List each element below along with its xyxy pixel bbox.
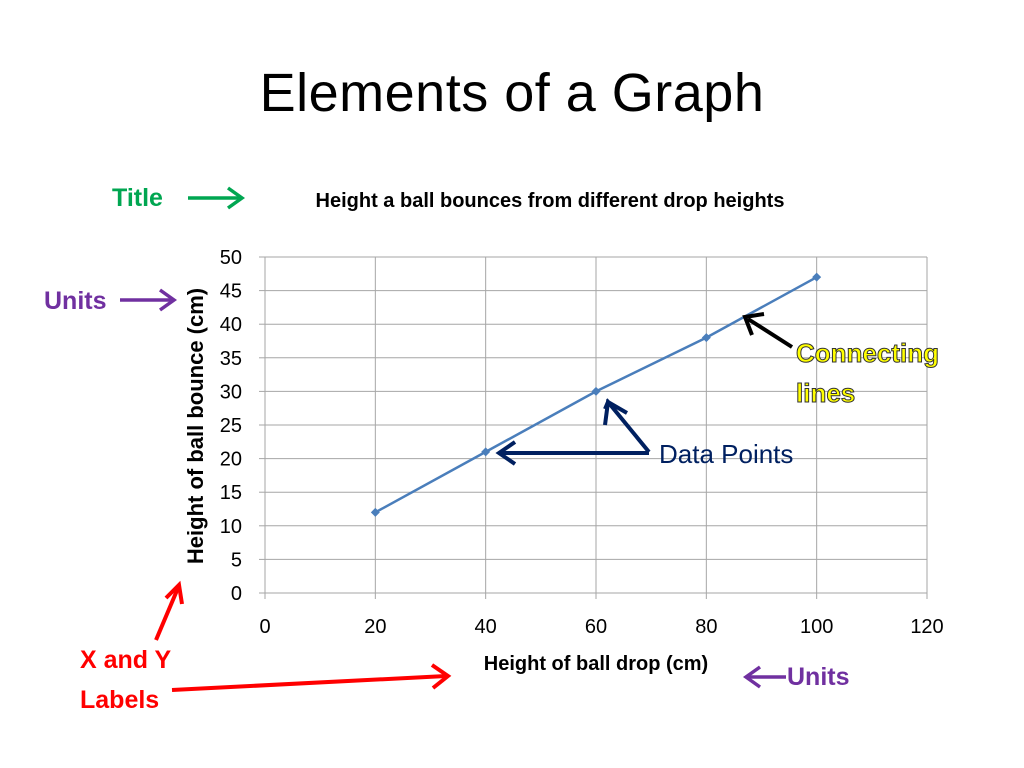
data-point xyxy=(591,386,601,396)
data-point xyxy=(481,447,491,457)
xy-labels-arrow-right-icon xyxy=(171,663,452,692)
title-arrow-icon xyxy=(188,186,246,210)
y-tick-label: 25 xyxy=(220,415,242,437)
y-tick-label: 45 xyxy=(220,281,242,303)
connecting-lines-annotation-line1: Connecting xyxy=(796,338,939,368)
chart-grid xyxy=(259,256,928,599)
connecting-lines-arrow-icon xyxy=(742,312,794,349)
units-left-arrow-icon xyxy=(120,288,178,312)
data-point xyxy=(701,333,711,343)
y-tick-label: 20 xyxy=(220,449,242,471)
y-tick-label: 50 xyxy=(220,247,242,269)
units-bottom-arrow-icon xyxy=(742,665,786,689)
x-tick-label: 120 xyxy=(910,616,943,638)
y-axis-label: Height of ball bounce (cm) xyxy=(183,288,208,564)
x-tick-label: 60 xyxy=(585,616,607,638)
y-axis-ticks: 0 5 10 15 20 25 30 35 40 45 50 xyxy=(220,247,242,605)
y-tick-label: 30 xyxy=(220,381,242,403)
y-tick-label: 10 xyxy=(220,516,242,538)
connecting-lines-annotation-line2: lines xyxy=(796,378,855,408)
units-annotation-left: Units xyxy=(44,287,107,315)
xy-labels-annotation-line2: Labels xyxy=(80,686,159,714)
y-tick-label: 40 xyxy=(220,314,242,336)
data-points-annotation: Data Points xyxy=(659,439,793,469)
data-points-arrow-icon xyxy=(495,398,651,466)
title-annotation: Title xyxy=(112,184,163,212)
x-tick-label: 0 xyxy=(259,616,270,638)
data-point xyxy=(812,272,822,282)
xy-labels-annotation-line1: X and Y xyxy=(80,646,172,674)
x-axis-ticks: 0 20 40 60 80 100 120 xyxy=(259,616,943,638)
y-tick-label: 15 xyxy=(220,482,242,504)
x-axis-label: Height of ball drop (cm) xyxy=(484,653,708,675)
units-annotation-bottom: Units xyxy=(787,663,850,691)
x-tick-label: 40 xyxy=(475,616,497,638)
x-tick-label: 80 xyxy=(695,616,717,638)
x-tick-label: 100 xyxy=(800,616,833,638)
xy-labels-arrow-up-icon xyxy=(154,580,184,641)
y-tick-label: 35 xyxy=(220,348,242,370)
y-tick-label: 5 xyxy=(231,549,242,571)
chart-title: Height a ball bounces from different dro… xyxy=(316,190,785,212)
y-tick-label: 0 xyxy=(231,583,242,605)
data-point xyxy=(370,507,380,517)
slide-title: Elements of a Graph xyxy=(259,63,765,123)
x-tick-label: 20 xyxy=(364,616,386,638)
